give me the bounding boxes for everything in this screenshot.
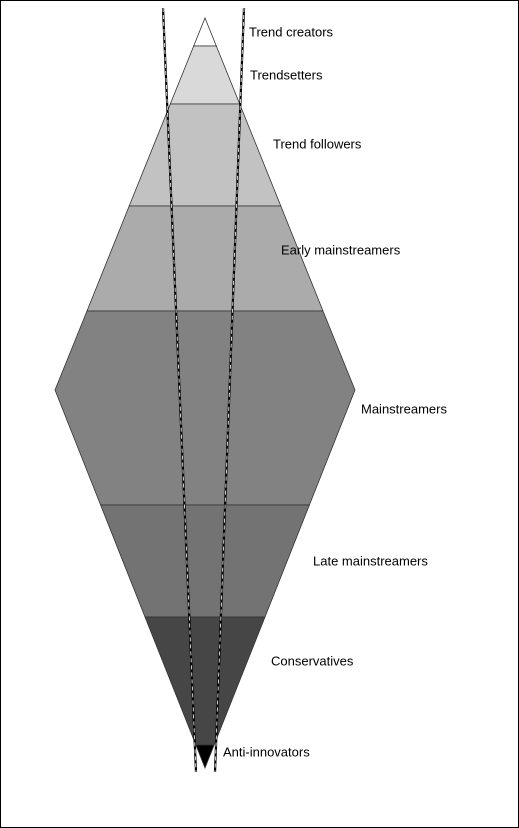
label: Conservatives — [271, 653, 354, 668]
funnel-line-dash — [214, 7, 245, 773]
label: Early mainstreamers — [281, 242, 401, 257]
funnel-lines — [161, 7, 246, 773]
label: Trend creators — [249, 24, 334, 39]
label: Trend followers — [273, 136, 362, 151]
layers — [54, 16, 356, 770]
layer-anti-innovators — [195, 744, 215, 770]
label: Trendsetters — [250, 67, 323, 82]
label: Late mainstreamers — [313, 553, 428, 568]
label: Anti-innovators — [223, 744, 310, 759]
funnel-line-dash — [162, 7, 197, 773]
layer-mainstreamers — [54, 310, 356, 506]
label: Mainstreamers — [361, 401, 447, 416]
